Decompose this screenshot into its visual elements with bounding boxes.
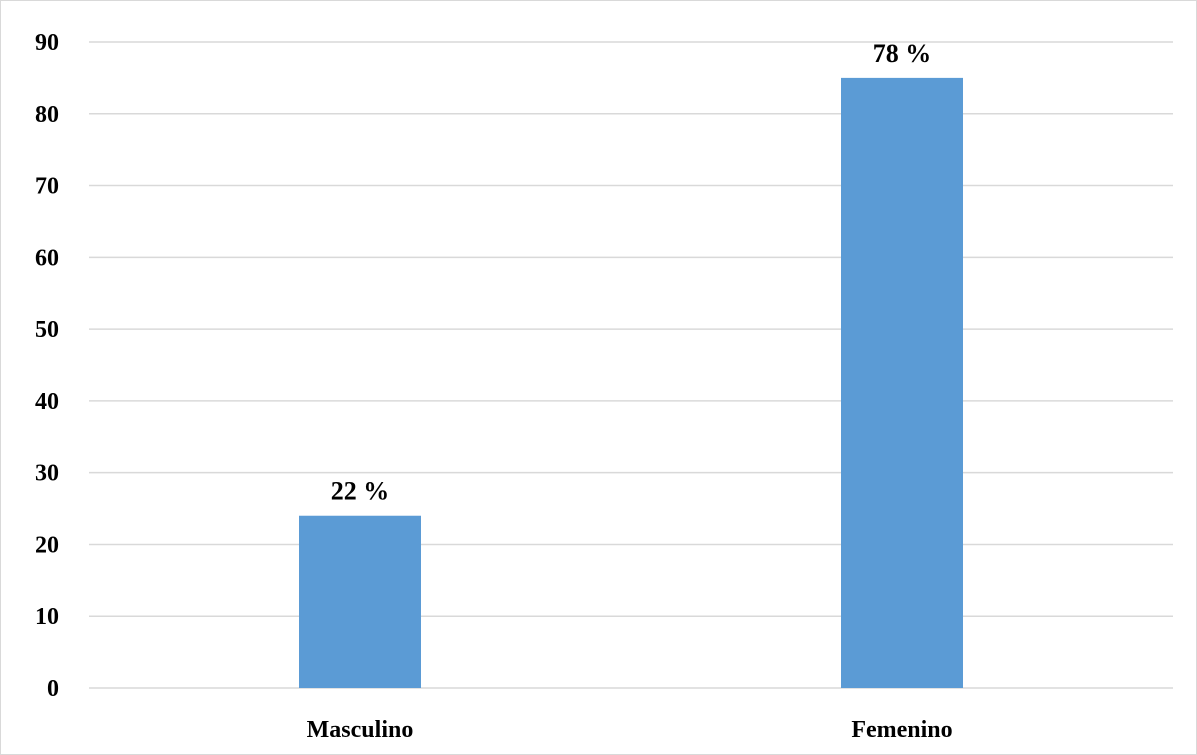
- y-tick-label-30: 30: [35, 461, 59, 487]
- y-tick-label-20: 20: [35, 532, 59, 558]
- y-tick-label-50: 50: [35, 317, 59, 343]
- y-axis-tick-labels: 0 10 20 30 40 50 60 70 80 90: [35, 30, 59, 702]
- category-label-masculino: Masculino: [307, 717, 414, 743]
- y-tick-label-10: 10: [35, 604, 59, 630]
- bar-femenino: [841, 77, 963, 688]
- data-label-femenino: 78 %: [873, 39, 932, 68]
- gridlines: [89, 41, 1173, 689]
- y-tick-label-60: 60: [35, 245, 59, 271]
- y-tick-label-0: 0: [47, 676, 59, 702]
- bars: [299, 77, 963, 688]
- data-label-masculino: 22 %: [331, 477, 390, 506]
- category-label-femenino: Femenino: [851, 717, 952, 743]
- y-tick-label-40: 40: [35, 389, 59, 415]
- x-axis-category-labels: Masculino Femenino: [307, 717, 953, 743]
- data-labels: 22 % 78 %: [331, 39, 932, 506]
- y-tick-label-90: 90: [35, 30, 59, 56]
- y-tick-label-80: 80: [35, 102, 59, 128]
- y-tick-label-70: 70: [35, 174, 59, 200]
- bar-masculino: [299, 515, 421, 688]
